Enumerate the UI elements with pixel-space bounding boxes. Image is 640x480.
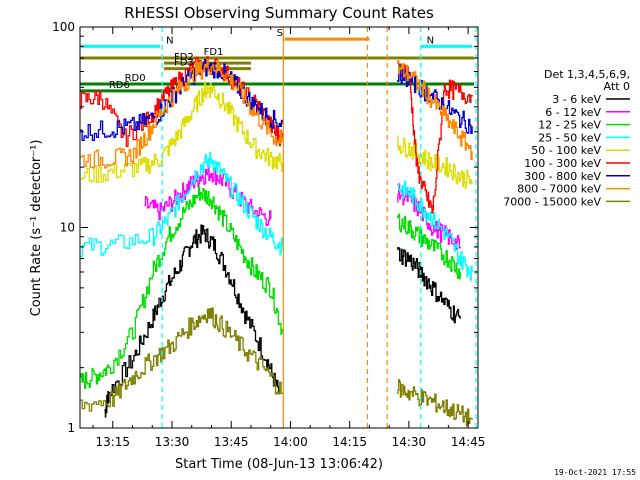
legend-label-5: 50 - 100 keV (531, 144, 601, 157)
series-line-9-after-gap (397, 378, 473, 427)
x-tick-label-1: 13:15 (95, 435, 130, 449)
legend-label-4: 25 - 50 keV (538, 131, 601, 144)
legend-header-detectors: Det 1,3,4,5,6,9, (544, 68, 630, 81)
y-tick-label-1: 1 (67, 421, 75, 435)
legend-label-8: 800 - 7000 keV (517, 183, 601, 196)
x-tick-label-5: 14:15 (332, 435, 367, 449)
series-line-8-after-gap (397, 60, 473, 161)
plot-area (80, 27, 477, 428)
x-tick-label-3: 13:45 (214, 435, 249, 449)
y-axis-label: Count Rate (s⁻¹ detector⁻¹) (29, 140, 44, 317)
series-line-4-after-gap (397, 180, 473, 281)
flag-label-rd0-7: RD0 (125, 73, 146, 84)
flag-label-s-3: S (277, 28, 283, 39)
x-tick-label-6: 14:30 (392, 435, 427, 449)
series-line-3 (80, 186, 284, 389)
series-line-6-after-gap (397, 60, 473, 214)
footer-date: 19-Oct-2021 17:55 (554, 468, 636, 477)
y-tick-label-2: 10 (60, 221, 75, 235)
series-line-5 (80, 81, 284, 183)
legend-label-3: 12 - 25 keV (538, 119, 601, 132)
series-line-8 (80, 58, 284, 169)
x-tick-label-2: 13:30 (155, 435, 190, 449)
flag-label-rd6-8: RD6 (109, 80, 130, 91)
flag-label-n-1: N (166, 35, 173, 46)
series-line-9 (80, 307, 284, 412)
y-tick-label-3: 100 (52, 20, 75, 34)
flag-label-n-2: N (427, 35, 434, 46)
axes: 13:15 13:30 13:45 14:00 14:15 14:30 14:45 1 10 10… (52, 20, 485, 449)
flag-label-fd2-5: FD2 (174, 52, 194, 63)
series-line-3-after-gap (397, 213, 461, 280)
flag-label-fd1-4: FD1 (204, 47, 224, 58)
x-axis-label: Start Time (08-Jun-13 13:06:42) (175, 457, 383, 472)
series-line-1 (104, 224, 280, 418)
chart-title: RHESSI Observing Summary Count Rates (124, 4, 434, 22)
flag-label-fd3-6: FD3 (174, 58, 194, 69)
series-line-2-after-gap (397, 183, 461, 252)
legend-label-2: 6 - 12 keV (545, 106, 601, 119)
legend-label-7: 300 - 800 keV (524, 170, 601, 183)
series-line-4 (80, 151, 284, 258)
legend-label-6: 100 - 300 keV (524, 157, 601, 170)
x-tick-label-4: 14:00 (273, 435, 308, 449)
legend-header-attenuator: Att 0 (604, 80, 630, 93)
series-line-1-after-gap (397, 246, 461, 324)
legend-label-1: 3 - 6 keV (552, 93, 601, 106)
legend-label-9: 7000 - 15000 keV (503, 195, 601, 208)
series-line-5-after-gap (397, 135, 473, 189)
x-tick-label-7: 14:45 (451, 435, 486, 449)
